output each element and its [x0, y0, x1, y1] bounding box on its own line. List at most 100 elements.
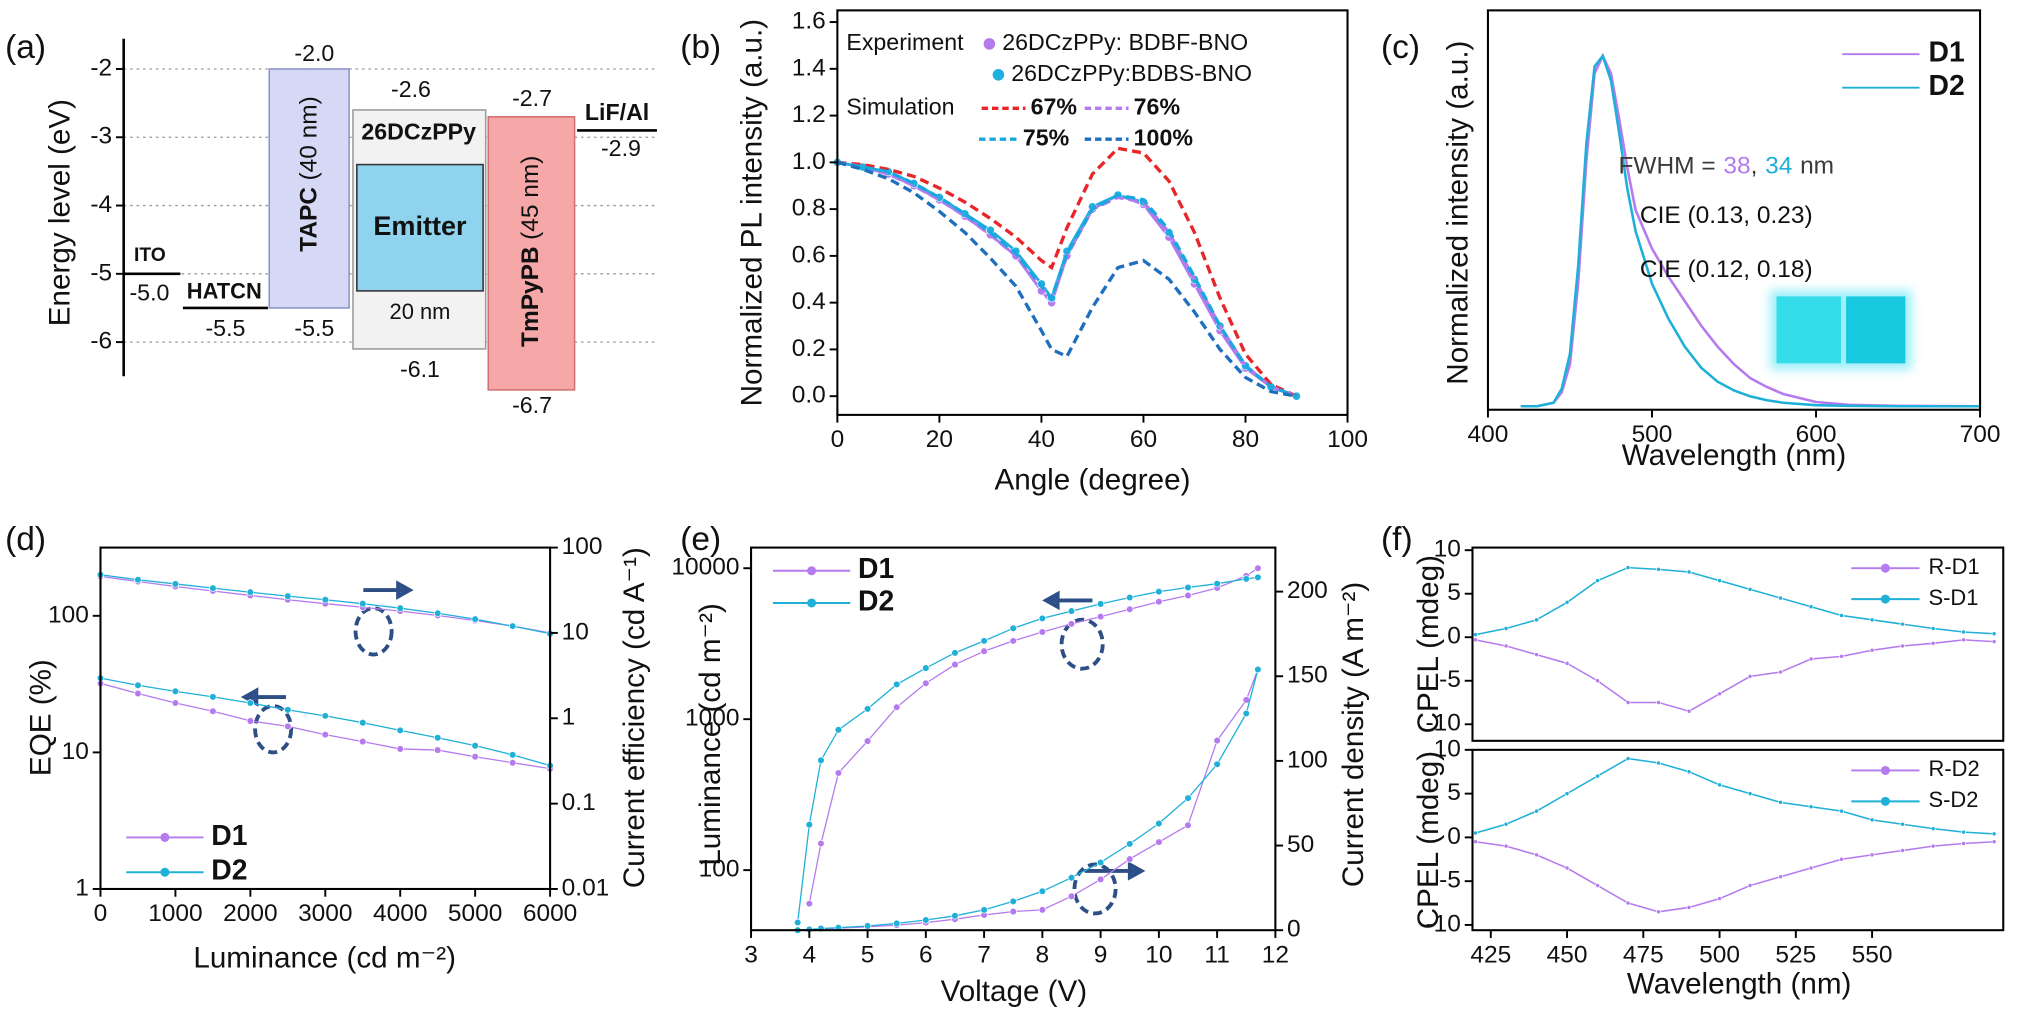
- data-point: [1869, 817, 1875, 823]
- data-point: [284, 706, 292, 714]
- data-point: [396, 726, 404, 735]
- y-tick-label: 0.6: [792, 241, 826, 268]
- x-tick-label: 2000: [223, 900, 277, 927]
- y-tick-label: -5: [1439, 666, 1461, 693]
- data-point: [1473, 637, 1478, 643]
- data-point: [834, 726, 843, 734]
- data-point: [209, 584, 217, 592]
- data-point: [1595, 773, 1600, 779]
- layer-thickness: 20 nm: [390, 299, 451, 324]
- y-axis-label: Energy level (eV): [44, 99, 77, 326]
- data-point: [209, 693, 217, 701]
- data-point: [246, 699, 255, 707]
- data-point: [1595, 578, 1600, 584]
- y-tick-label: 10000: [671, 554, 739, 581]
- data-point: [1009, 897, 1017, 906]
- data-point: [1930, 626, 1936, 631]
- data-point: [1473, 632, 1478, 638]
- series-line: [809, 669, 1259, 930]
- legend-marker: [807, 566, 817, 576]
- data-point: [284, 592, 292, 600]
- data-point: [1503, 626, 1509, 631]
- y-tick-label: -10: [1426, 710, 1461, 737]
- data-point: [1503, 843, 1509, 849]
- data-point: [1213, 736, 1221, 745]
- layer-name: 26DCzPPy: [361, 118, 476, 144]
- y-tick-label: 5: [1447, 579, 1461, 606]
- series-line: [1475, 757, 1995, 835]
- data-point: [1656, 566, 1661, 572]
- x-tick-label: 550: [1852, 941, 1893, 968]
- data-point: [1009, 637, 1017, 645]
- data-point: [1686, 905, 1692, 910]
- data-point: [1991, 631, 1997, 637]
- data-point: [1747, 586, 1753, 592]
- data-point: [980, 637, 988, 645]
- data-point: [1254, 564, 1262, 572]
- legend-marker: [1880, 796, 1890, 806]
- fwhm-unit: nm: [1800, 153, 1834, 180]
- data-point: [1595, 678, 1600, 684]
- series-line: [100, 677, 551, 767]
- data-point: [1961, 637, 1966, 643]
- ellipse: [353, 606, 394, 657]
- data-point: [1184, 591, 1192, 600]
- y-tick-label: -2: [90, 54, 112, 81]
- layer-name: TAPC (40 nm): [296, 96, 323, 252]
- x-tick-label: 4: [803, 941, 817, 968]
- y2-tick-label: 10: [562, 618, 589, 645]
- y-tick-label: 1.4: [792, 54, 826, 81]
- y-tick-label: -3: [90, 123, 112, 150]
- data-point: [1778, 799, 1783, 805]
- series-line: [1520, 53, 1981, 408]
- y2-tick-label: 0.01: [562, 874, 610, 901]
- y-tick-label: 100: [699, 856, 740, 883]
- y-tick-label: 1.2: [792, 101, 826, 128]
- data-point: [1717, 782, 1722, 788]
- data-point: [246, 588, 255, 596]
- data-point: [1808, 604, 1814, 610]
- legend-label: 26DCzPPy: BDBF-BNO: [1002, 29, 1248, 55]
- level-value-label: -2.0: [294, 40, 334, 66]
- cie-note: CIE (0.13, 0.23): [1640, 202, 1813, 229]
- data-point: [1991, 839, 1997, 845]
- legend-label: S-D1: [1929, 585, 1979, 610]
- x-tick-label: 450: [1547, 941, 1588, 968]
- data-point: [980, 906, 988, 914]
- plot-frame: [1471, 546, 2005, 742]
- y-tick-label: 0.2: [792, 335, 826, 362]
- data-point: [1155, 819, 1163, 828]
- layer-name: TmPyPB (45 nm): [518, 156, 545, 347]
- x-tick-label: 0: [831, 426, 845, 453]
- x-tick-label: 3000: [298, 900, 352, 927]
- data-point: [171, 699, 180, 707]
- data-point: [1930, 640, 1936, 646]
- legend-label: D2: [858, 585, 894, 617]
- y2-tick-label: 1: [562, 704, 576, 731]
- data-point: [1961, 841, 1966, 846]
- level-value-label: -2.6: [391, 76, 431, 102]
- x-axis-label: Voltage (V): [941, 975, 1088, 1008]
- y2-tick-label: 150: [1287, 662, 1328, 689]
- y-tick-label: 0: [1447, 823, 1461, 850]
- legend-label: 67%: [1031, 93, 1077, 119]
- series-line: [1475, 639, 1995, 713]
- legend-label: 100%: [1134, 124, 1193, 150]
- data-point: [1625, 900, 1631, 906]
- arrow: [1042, 590, 1093, 611]
- level-value-label: -2.9: [601, 135, 641, 161]
- y2-tick-label: 50: [1287, 831, 1314, 858]
- level-value-label: -6.7: [512, 392, 552, 418]
- data-point: [1096, 612, 1105, 621]
- energy-box: [268, 68, 350, 309]
- legend-marker: [1880, 563, 1890, 573]
- y2-tick-label: 0.1: [562, 789, 596, 816]
- device-photo: [1770, 289, 1912, 370]
- x-axis-label: Wavelength (nm): [1622, 439, 1846, 472]
- legend-title: Experiment: [846, 29, 964, 55]
- y-axis-label: Normalized PL intensity (a.u.): [735, 19, 768, 406]
- ellipse: [1059, 617, 1105, 671]
- x-tick-label: 700: [1960, 421, 2001, 448]
- layer-name: HATCN: [187, 278, 262, 303]
- data-point: [1038, 887, 1047, 895]
